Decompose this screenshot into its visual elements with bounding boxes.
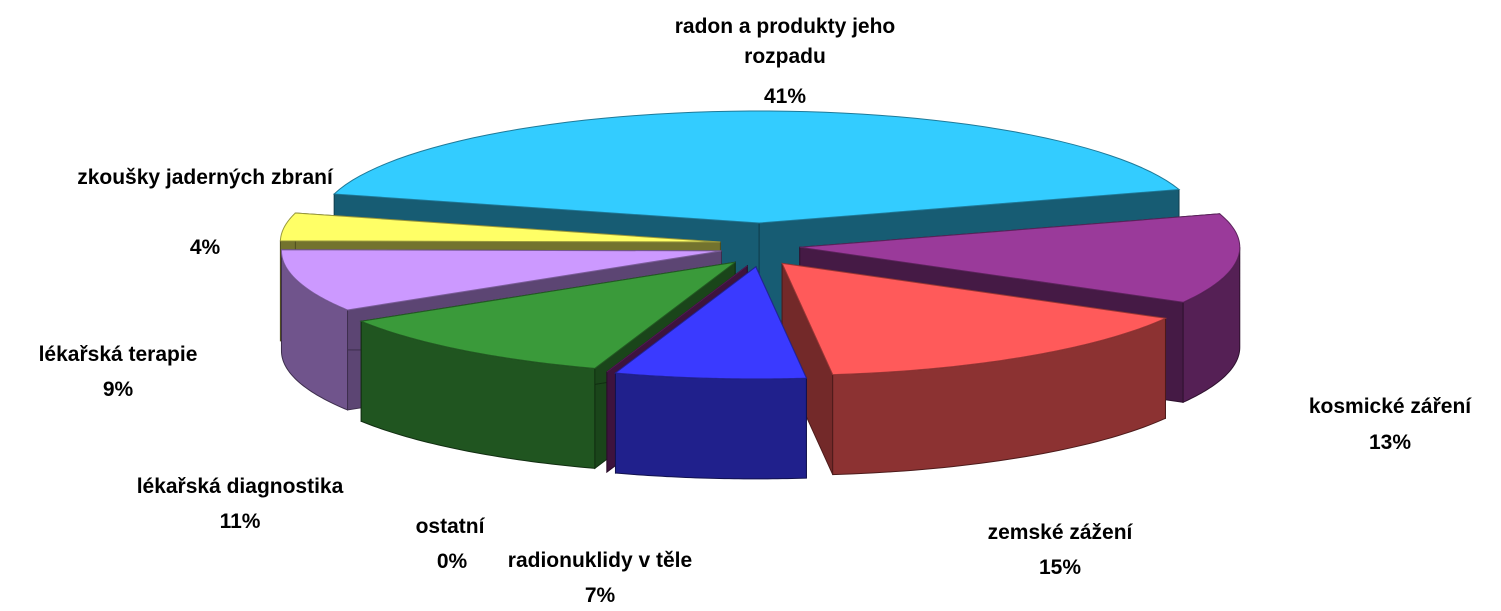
- slice-value-label: 9%: [102, 378, 134, 401]
- slice-label: radionuklidy v těle: [507, 549, 693, 572]
- slice-side: [614, 372, 807, 480]
- slice-top: [781, 262, 1168, 376]
- slice-top: [799, 213, 1241, 303]
- slice-top: [280, 249, 722, 311]
- slice-label: ostatní: [415, 515, 485, 538]
- slice-top: [614, 266, 808, 380]
- slice-value-label: 13%: [1368, 431, 1412, 454]
- slice-value-label: 11%: [219, 510, 261, 533]
- slice-label: zkoušky jaderných zbraní: [77, 166, 333, 189]
- slice-value-label: 7%: [584, 584, 616, 607]
- slice-label: lékařská terapie: [38, 343, 198, 366]
- slice-value-label: 41%: [763, 85, 807, 108]
- slice-top: [359, 261, 736, 369]
- slice-value-label: 4%: [189, 236, 221, 259]
- slice-label: radon a produkty jeho rozpadu: [674, 15, 896, 68]
- slice-label: zemské zážení: [987, 521, 1133, 544]
- slice-top: [279, 212, 721, 243]
- slice-top: [606, 265, 748, 373]
- slice-label: lékařská diagnostika: [136, 475, 344, 498]
- slice-label: kosmické záření: [1308, 395, 1472, 418]
- slice-value-label: 15%: [1038, 556, 1082, 579]
- slice-top: [332, 110, 1181, 224]
- slice-value-label: 0%: [436, 550, 468, 573]
